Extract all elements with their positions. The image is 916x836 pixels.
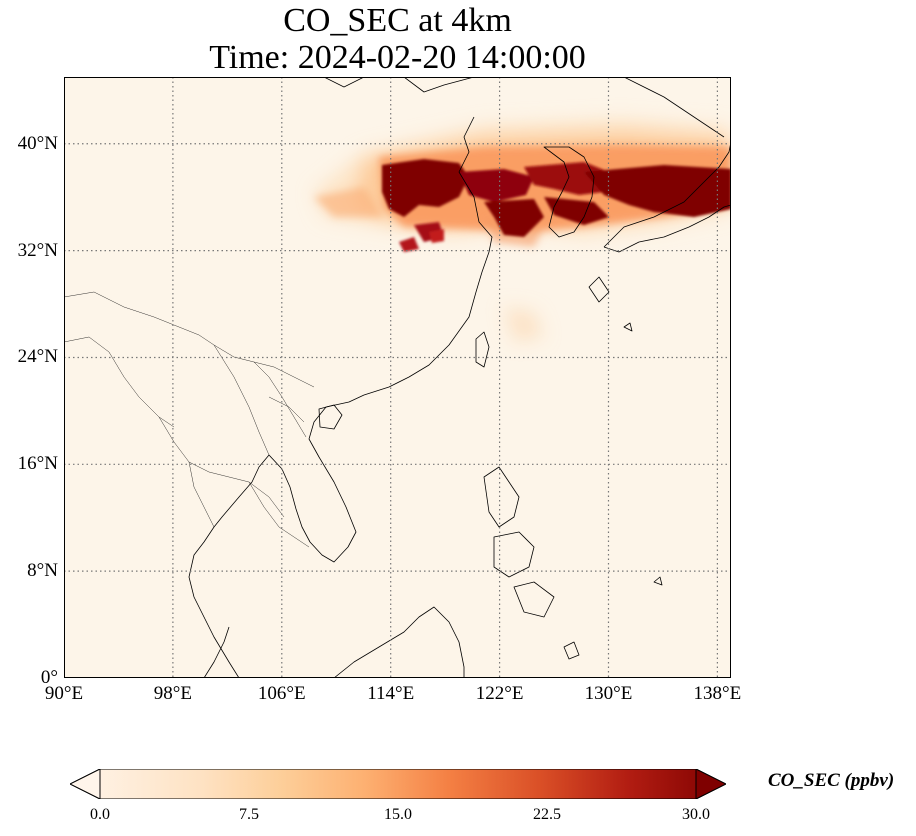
latitude-tick-label: 24°N	[17, 346, 58, 368]
colorbar-extend-max	[695, 769, 726, 799]
map-canvas	[64, 77, 731, 678]
latitude-tick-label: 8°N	[27, 560, 58, 582]
latitude-tick-label: 16°N	[17, 453, 58, 475]
longitude-tick-label: 106°E	[257, 683, 306, 704]
gridlines	[64, 77, 731, 678]
map-border	[64, 77, 731, 678]
colorbar-body	[70, 769, 726, 799]
longitude-tick-label: 130°E	[584, 683, 633, 704]
map-time-subtitle: Time: 2024-02-20 14:00:00	[209, 39, 586, 76]
colorbar-tick-label: 0.0	[90, 806, 110, 823]
colorbar-tick-label: 7.5	[239, 806, 259, 823]
longitude-tick-label: 114°E	[367, 683, 415, 704]
latitude-tick-label: 0°	[40, 667, 58, 688]
colorbar-tick-label: 22.5	[533, 806, 561, 823]
colorbar-label: CO_SEC (ppbv)	[768, 770, 895, 791]
colorbar-extend-min	[70, 769, 101, 799]
longitude-tick-label: 138°E	[693, 683, 742, 704]
map-title: CO_SEC at 4km	[283, 2, 512, 39]
longitude-tick-label: 90°E	[44, 683, 84, 704]
colorbar-tick-label: 30.0	[682, 806, 710, 823]
map-panel	[64, 77, 731, 678]
longitude-tick-label: 98°E	[153, 683, 192, 704]
latitude-tick-label: 40°N	[17, 132, 58, 154]
co-plume-core	[382, 159, 731, 252]
colorbar	[70, 769, 726, 799]
longitude-tick-label: 122°E	[475, 683, 524, 704]
latitude-tick-label: 32°N	[17, 239, 58, 261]
colorbar-tick-label: 15.0	[384, 806, 412, 823]
